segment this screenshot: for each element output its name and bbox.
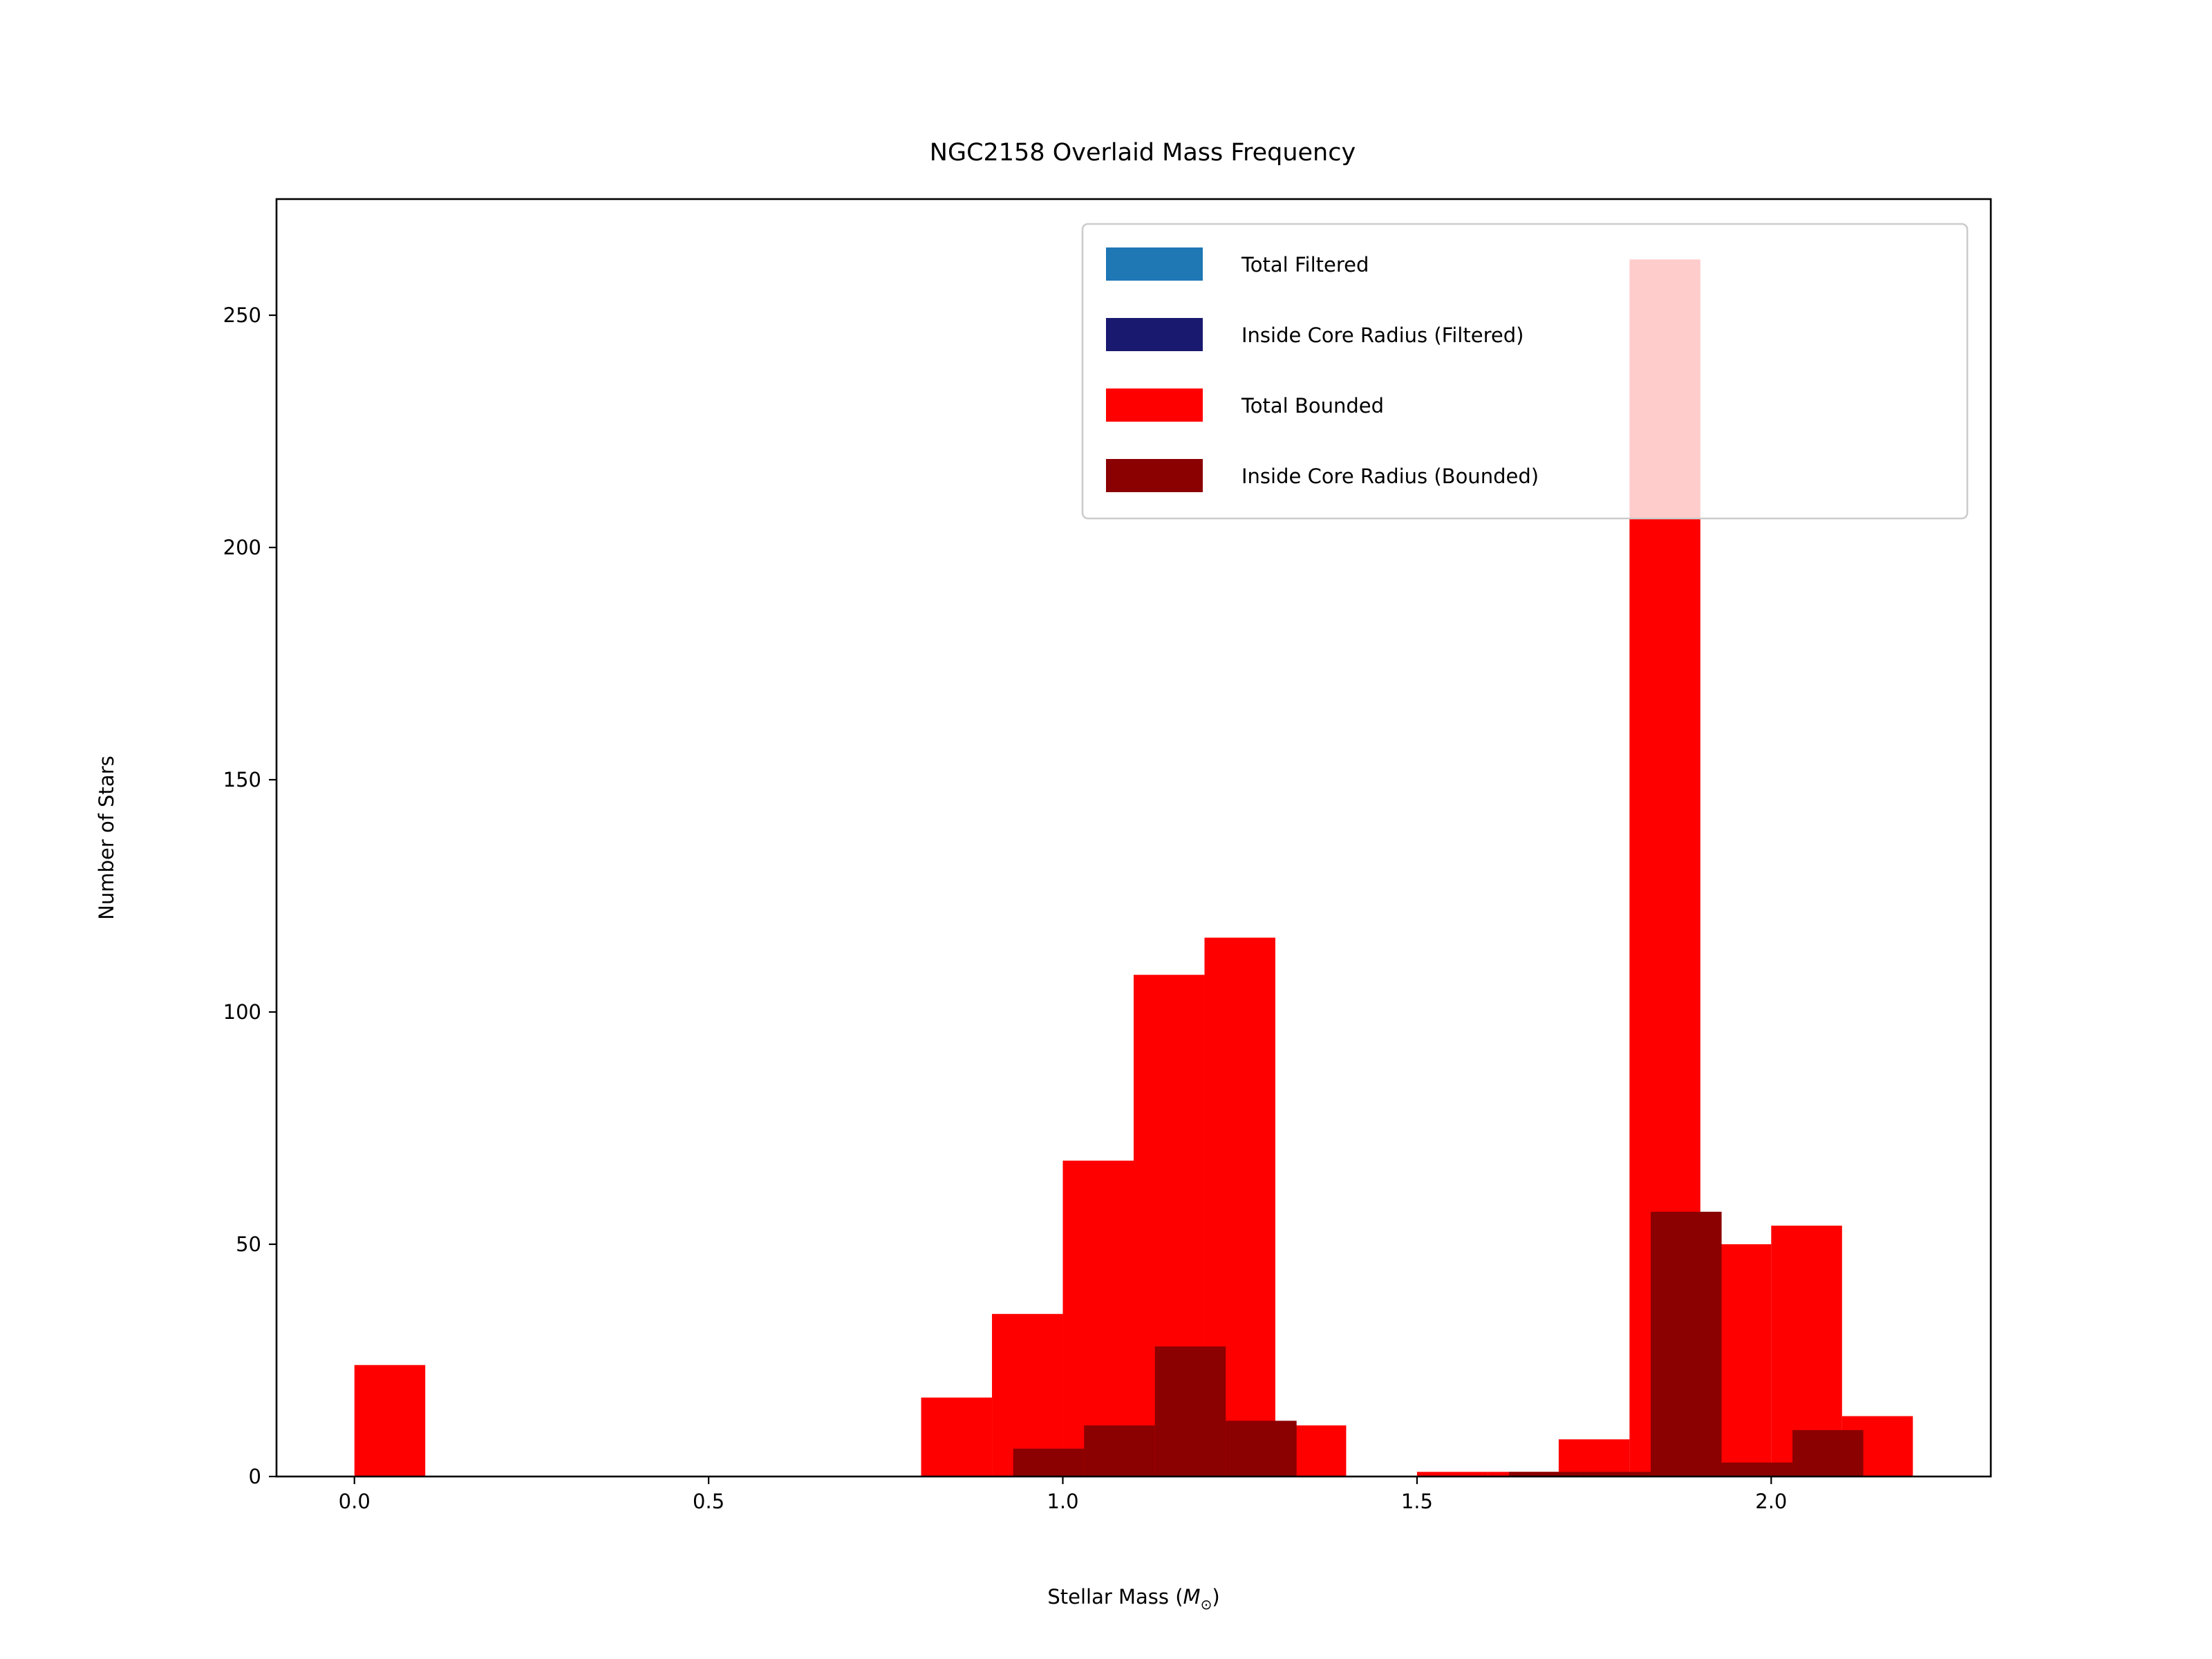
y-tick-label: 100 bbox=[223, 1000, 261, 1024]
legend-swatch-0 bbox=[1106, 247, 1203, 281]
legend-swatch-2 bbox=[1106, 388, 1203, 422]
bar-series-3-bin-3 bbox=[1226, 1421, 1296, 1477]
legend-label-2: Total Bounded bbox=[1241, 394, 1384, 418]
y-axis-label: Number of Stars bbox=[95, 756, 118, 919]
chart-title: NGC2158 Overlaid Mass Frequency bbox=[930, 139, 1356, 167]
bar-series-2-bin-9 bbox=[1559, 1439, 1629, 1477]
bar-series-3-bin-8 bbox=[1792, 1430, 1863, 1477]
bar-series-3-bin-1 bbox=[1084, 1425, 1154, 1477]
y-tick-label: 0 bbox=[249, 1465, 261, 1488]
bar-series-3-bin-7 bbox=[1722, 1463, 1792, 1477]
legend-label-3: Inside Core Radius (Bounded) bbox=[1241, 465, 1539, 488]
legend-label-1: Inside Core Radius (Filtered) bbox=[1241, 324, 1524, 347]
x-axis-label-text: Stellar Mass ( bbox=[1047, 1585, 1183, 1609]
x-tick-label: 0.5 bbox=[693, 1490, 724, 1513]
x-tick-label: 0.0 bbox=[339, 1490, 371, 1513]
y-tick-label: 150 bbox=[223, 768, 261, 791]
bar-series-2-bin-1 bbox=[921, 1398, 992, 1477]
bar-series-2-bin-0 bbox=[355, 1365, 425, 1477]
legend-swatch-1 bbox=[1106, 318, 1203, 351]
bar-series-3-bin-0 bbox=[1013, 1449, 1084, 1477]
x-tick-label: 1.5 bbox=[1401, 1490, 1433, 1513]
x-tick-label: 2.0 bbox=[1755, 1490, 1787, 1513]
x-axis-label-subscript: ⊙ bbox=[1201, 1596, 1212, 1613]
legend-swatch-3 bbox=[1106, 459, 1203, 492]
bar-series-3-bin-2 bbox=[1155, 1347, 1226, 1477]
legend-label-0: Total Filtered bbox=[1241, 253, 1369, 276]
y-tick-label: 250 bbox=[223, 303, 261, 327]
x-axis-label-symbol: M bbox=[1183, 1585, 1201, 1609]
bar-series-3-bin-6 bbox=[1651, 1212, 1721, 1477]
legend: Total Filtered Inside Core Radius (Filter… bbox=[1082, 224, 1967, 518]
x-tick-label: 1.0 bbox=[1047, 1490, 1078, 1513]
y-tick-label: 50 bbox=[236, 1232, 261, 1256]
x-axis-label-close: ) bbox=[1212, 1585, 1219, 1609]
y-tick-label: 200 bbox=[223, 536, 261, 559]
